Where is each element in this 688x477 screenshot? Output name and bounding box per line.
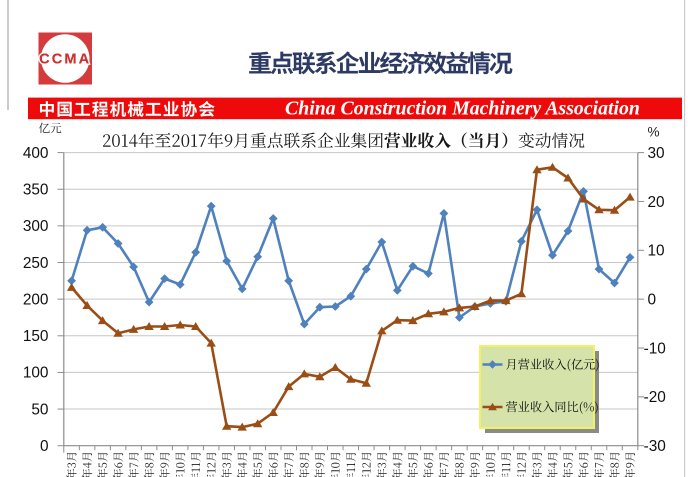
svg-text:0: 0 xyxy=(648,291,657,308)
svg-text:250: 250 xyxy=(23,255,49,272)
svg-text:CCMA: CCMA xyxy=(39,52,91,68)
svg-text:150: 150 xyxy=(23,328,49,345)
svg-text:20: 20 xyxy=(648,194,665,211)
svg-text:0: 0 xyxy=(40,438,49,455)
svg-text:30: 30 xyxy=(648,145,665,162)
svg-text:CCMA: CCMA xyxy=(39,52,91,68)
svg-text:-10: -10 xyxy=(644,340,666,357)
svg-text:-30: -30 xyxy=(644,438,666,455)
svg-text:50: 50 xyxy=(31,401,48,418)
svg-text:-20: -20 xyxy=(644,389,666,406)
svg-text:10: 10 xyxy=(648,243,665,260)
svg-text:China Construction Machinery A: China Construction Machinery Association xyxy=(285,97,640,119)
svg-text:350: 350 xyxy=(23,182,49,199)
svg-text:%: % xyxy=(648,125,660,140)
svg-text:300: 300 xyxy=(23,218,49,235)
svg-text:200: 200 xyxy=(23,291,49,308)
svg-text:400: 400 xyxy=(23,145,49,162)
svg-text:100: 100 xyxy=(23,365,49,382)
